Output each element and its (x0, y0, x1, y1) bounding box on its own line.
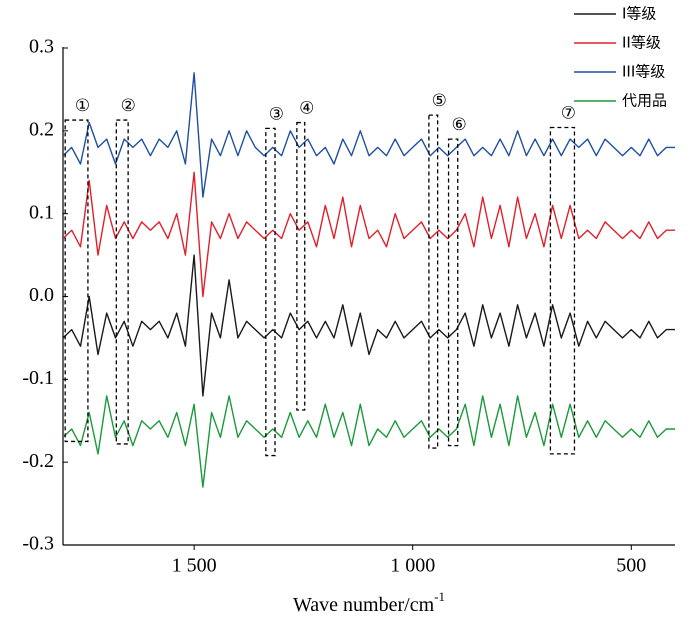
region-label: ④ (299, 99, 314, 119)
x-tick-label: 1 500 (172, 555, 217, 577)
region-box (447, 138, 459, 447)
y-tick-label: 0.0 (29, 284, 54, 306)
y-tick-label: 0.1 (29, 201, 54, 223)
x-axis-label: Wave number/cm-1 (293, 589, 445, 616)
x-tick-label: 1 000 (390, 555, 435, 577)
legend-label: II等级 (622, 34, 661, 52)
series-line (62, 395, 675, 488)
region-box (296, 121, 306, 411)
y-tick-label: -0.3 (22, 533, 54, 555)
region-label: ⑥ (452, 115, 467, 135)
legend-label: 代用品 (622, 92, 667, 110)
series-line (62, 171, 675, 298)
region-box (265, 127, 276, 457)
region-box (64, 119, 89, 443)
region-label: ③ (269, 104, 284, 124)
y-tick-label: 0.2 (29, 118, 54, 140)
region-label: ① (75, 96, 90, 116)
region-label: ⑤ (432, 91, 447, 111)
region-box (115, 119, 129, 445)
series-line (62, 254, 675, 397)
legend-label: I等级 (622, 5, 656, 23)
region-box (428, 114, 439, 449)
y-tick-label: -0.1 (22, 367, 54, 389)
x-tick-label: 500 (616, 555, 646, 577)
y-tick-label: -0.2 (22, 450, 54, 472)
y-tick-label: 0.3 (29, 36, 54, 58)
series-line (62, 72, 675, 198)
region-label: ② (121, 96, 136, 116)
x-axis-label-main: Wave number/cm (293, 594, 435, 616)
legend-label: III等级 (622, 63, 665, 81)
region-label: ⑦ (561, 104, 576, 124)
x-axis-label-sup: -1 (434, 589, 445, 604)
